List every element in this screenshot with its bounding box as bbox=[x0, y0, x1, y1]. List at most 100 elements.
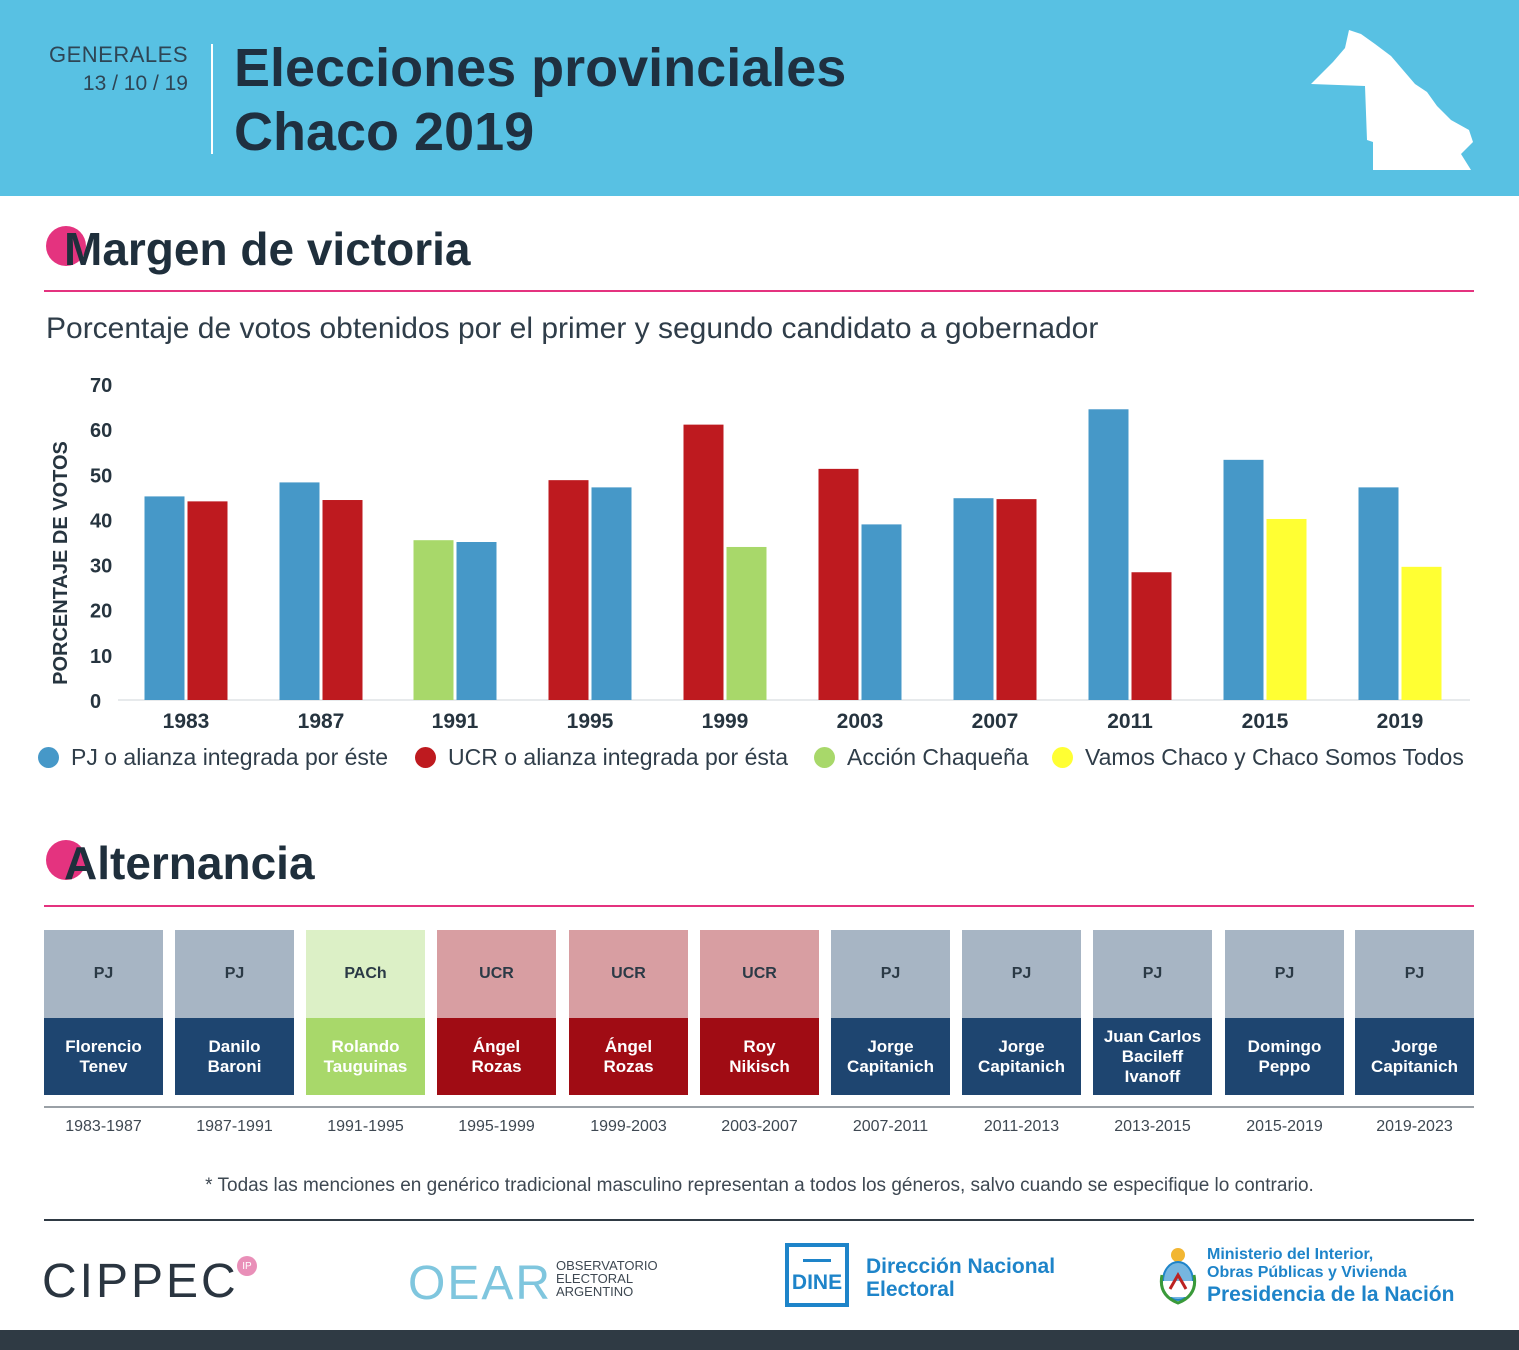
governor-term-card: PJ Jorge Capitanich bbox=[1355, 930, 1474, 1095]
legend-item: Vamos Chaco y Chaco Somos Todos bbox=[1052, 744, 1464, 771]
governor-term-card: PACh Rolando Tauguinas bbox=[306, 930, 425, 1095]
footnote: * Todas las menciones en genérico tradic… bbox=[205, 1175, 1314, 1196]
legend-item: PJ o alianza integrada por éste bbox=[38, 744, 388, 771]
term-period: 2003-2007 bbox=[721, 1118, 798, 1135]
bar-1983-ucr bbox=[187, 501, 228, 700]
chaco-map-icon bbox=[1311, 30, 1473, 170]
national-shield-icon bbox=[1159, 1248, 1197, 1305]
term-period: 2015-2019 bbox=[1246, 1118, 1323, 1135]
y-axis-label: PORCENTAJE DE VOTOS bbox=[50, 441, 72, 685]
timeline-divider bbox=[44, 1106, 1474, 1108]
x-tick-label: 2015 bbox=[1242, 710, 1289, 733]
governor-name-line: Florencio bbox=[65, 1036, 142, 1056]
y-tick-label: 40 bbox=[90, 510, 112, 532]
governor-name-line: Domingo bbox=[1247, 1036, 1322, 1056]
y-tick-label: 70 bbox=[90, 375, 112, 397]
page-title: Elecciones provinciales Chaco 2019 bbox=[234, 36, 846, 164]
governor-name-line: Bacileff bbox=[1121, 1046, 1184, 1066]
bar-1987-ucr bbox=[322, 500, 363, 700]
governor-name-line: Tauguinas bbox=[323, 1056, 408, 1076]
section-divider bbox=[44, 905, 1474, 907]
x-tick-label: 1991 bbox=[432, 710, 479, 733]
bar-2003-pj bbox=[861, 524, 902, 700]
dine-name-line: Electoral bbox=[866, 1278, 955, 1301]
legend-label: PJ o alianza integrada por éste bbox=[71, 744, 389, 770]
term-party: PJ bbox=[1093, 930, 1212, 1018]
bar-2011-ucr bbox=[1131, 572, 1172, 700]
bar-2019-pj bbox=[1358, 487, 1399, 700]
term-governor-name: Domingo Peppo bbox=[1225, 1018, 1344, 1095]
chart-legend: PJ o alianza integrada por éste UCR o ali… bbox=[38, 744, 1478, 778]
y-tick-label: 0 bbox=[90, 691, 101, 713]
oear-logo: OEAR bbox=[408, 1257, 553, 1310]
x-tick-label: 1983 bbox=[163, 710, 210, 733]
x-tick-label: 2019 bbox=[1377, 710, 1424, 733]
cippec-mark: IP bbox=[237, 1256, 257, 1276]
x-tick-label: 2011 bbox=[1107, 710, 1153, 733]
term-party: PJ bbox=[175, 930, 294, 1018]
ministerio-line: Obras Públicas y Vivienda bbox=[1207, 1264, 1407, 1281]
term-governor-name: Ángel Rozas bbox=[569, 1018, 688, 1095]
y-tick-label: 50 bbox=[90, 465, 112, 487]
term-party: UCR bbox=[700, 930, 819, 1018]
governor-term-card: UCR Ángel Rozas bbox=[437, 930, 556, 1095]
oear-text: OBSERVATORIO ELECTORAL ARGENTINO bbox=[556, 1259, 658, 1298]
governor-name-line: Capitanich bbox=[1371, 1056, 1458, 1076]
bottom-bar bbox=[0, 1330, 1519, 1350]
term-governor-name: Roy Nikisch bbox=[700, 1018, 819, 1095]
bar-2007-ucr bbox=[996, 499, 1037, 700]
bar-2019-vc bbox=[1401, 566, 1442, 700]
term-governor-name: Florencio Tenev bbox=[44, 1018, 163, 1095]
governor-name-line: Jorge bbox=[1391, 1036, 1438, 1056]
term-period: 1999-2003 bbox=[590, 1118, 667, 1135]
dine-logo-line bbox=[803, 1259, 831, 1262]
governor-name-line: Rozas bbox=[471, 1056, 522, 1076]
x-tick-label: 2003 bbox=[837, 710, 884, 733]
term-period: 2019-2023 bbox=[1376, 1118, 1453, 1135]
oear-text-line: ELECTORAL bbox=[556, 1271, 634, 1286]
page-title-line1: Elecciones provinciales bbox=[234, 38, 847, 98]
term-party: PJ bbox=[1355, 930, 1474, 1018]
term-governor-name: Jorge Capitanich bbox=[1355, 1018, 1474, 1095]
term-period: 1995-1999 bbox=[458, 1118, 535, 1135]
footer-divider bbox=[44, 1219, 1474, 1221]
governor-name-line: Capitanich bbox=[847, 1056, 934, 1076]
governor-term-card: PJ Jorge Capitanich bbox=[962, 930, 1081, 1095]
bar-1995-ucr bbox=[548, 480, 589, 700]
x-tick-label: 1987 bbox=[298, 710, 345, 733]
term-period: 2013-2015 bbox=[1114, 1118, 1191, 1135]
legend-dot-icon bbox=[415, 747, 436, 768]
oear-text-line: ARGENTINO bbox=[556, 1284, 634, 1299]
governor-name-line: Rolando bbox=[331, 1036, 400, 1056]
ministerio-text: Ministerio del Interior, Obras Públicas … bbox=[1207, 1246, 1454, 1308]
section-divider bbox=[44, 290, 1474, 292]
bar-chart: 0 10 20 30 40 50 60 70 PORCENTAJE DE VOTOS 1983 19… bbox=[50, 375, 1470, 733]
header-banner: GENERALES 13 / 10 / 19 Elecciones provin… bbox=[0, 0, 1519, 196]
legend-label: Vamos Chaco y Chaco Somos Todos bbox=[1085, 744, 1464, 770]
bar-2011-pj bbox=[1088, 409, 1129, 700]
governor-name-line: Jorge bbox=[998, 1036, 1045, 1056]
term-governor-name: Ángel Rozas bbox=[437, 1018, 556, 1095]
chart-subtitle: Porcentaje de votos obtenidos por el pri… bbox=[46, 312, 1099, 345]
governor-term-card: UCR Roy Nikisch bbox=[700, 930, 819, 1095]
bar-2015-pj bbox=[1223, 459, 1264, 700]
term-party: PJ bbox=[962, 930, 1081, 1018]
governor-name-line: Baroni bbox=[207, 1056, 262, 1076]
governor-name-line: Peppo bbox=[1258, 1056, 1311, 1076]
bar-1999-ac bbox=[726, 546, 767, 700]
x-tick-label: 2007 bbox=[972, 710, 1019, 733]
term-party: UCR bbox=[569, 930, 688, 1018]
governor-term-card: PJ Domingo Peppo bbox=[1225, 930, 1344, 1095]
term-period: 2011-2013 bbox=[983, 1118, 1060, 1135]
governor-name-line: Ángel bbox=[604, 1036, 653, 1056]
y-tick-label: 10 bbox=[90, 646, 112, 668]
governor-name-line: Ángel bbox=[472, 1036, 521, 1056]
cippec-logo: CIPPEC bbox=[42, 1255, 239, 1308]
dine-logo-text: DINE bbox=[791, 1271, 843, 1294]
governor-term-card: PJ Jorge Capitanich bbox=[831, 930, 950, 1095]
term-governor-name: Danilo Baroni bbox=[175, 1018, 294, 1095]
bar-1991-pj bbox=[456, 542, 497, 700]
oear-text-line: OBSERVATORIO bbox=[556, 1258, 658, 1273]
bar-1987-pj bbox=[279, 482, 320, 700]
y-tick-label: 20 bbox=[90, 601, 112, 623]
